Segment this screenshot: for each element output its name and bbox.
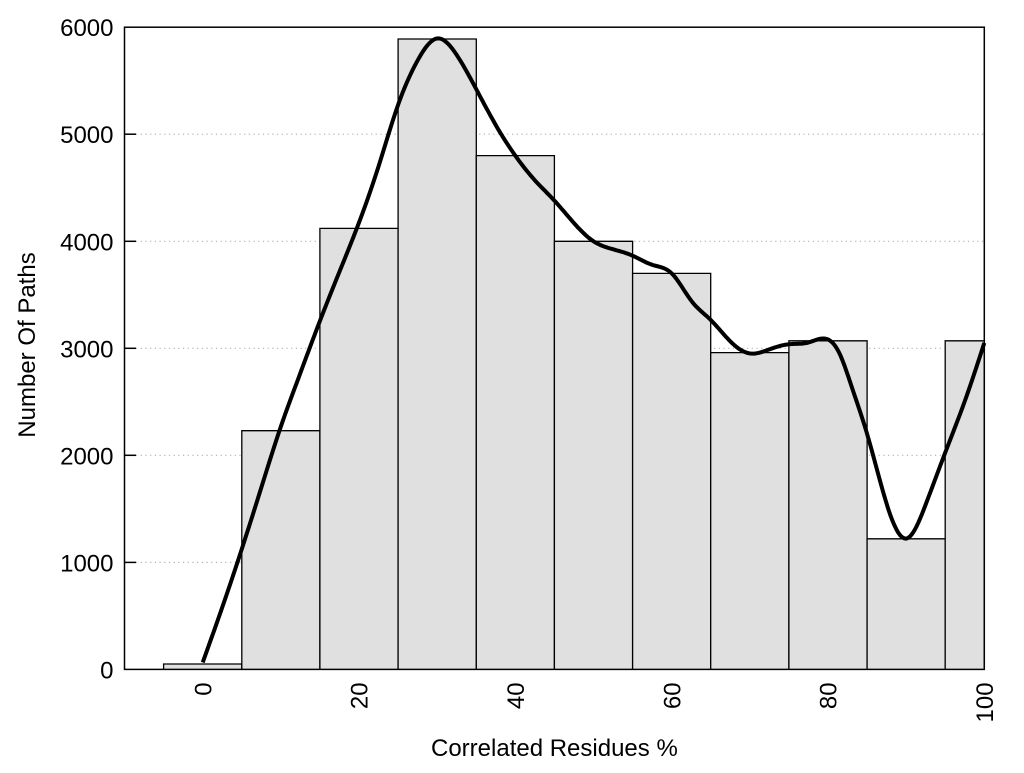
svg-text:Correlated Residues %: Correlated Residues % bbox=[431, 735, 678, 762]
svg-text:3000: 3000 bbox=[60, 336, 113, 363]
svg-text:80: 80 bbox=[816, 682, 843, 709]
svg-text:6000: 6000 bbox=[60, 15, 113, 42]
svg-text:Number Of Paths: Number Of Paths bbox=[14, 252, 41, 437]
svg-text:0: 0 bbox=[190, 682, 217, 695]
svg-text:20: 20 bbox=[347, 682, 374, 709]
svg-text:2000: 2000 bbox=[60, 443, 113, 470]
svg-text:40: 40 bbox=[503, 682, 530, 709]
svg-text:5000: 5000 bbox=[60, 122, 113, 149]
svg-text:60: 60 bbox=[659, 682, 686, 709]
svg-text:0: 0 bbox=[100, 657, 113, 684]
svg-text:1000: 1000 bbox=[60, 550, 113, 577]
svg-text:100: 100 bbox=[972, 682, 999, 722]
svg-text:4000: 4000 bbox=[60, 229, 113, 256]
